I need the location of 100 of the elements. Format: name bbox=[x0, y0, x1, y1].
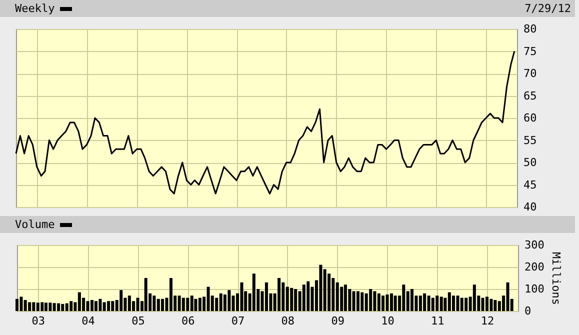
bar bbox=[156, 298, 160, 311]
bar bbox=[16, 298, 18, 311]
bar bbox=[423, 293, 426, 311]
y-tick-label: 100 bbox=[524, 282, 544, 296]
bar bbox=[252, 274, 256, 311]
bar bbox=[386, 294, 389, 311]
bar bbox=[290, 288, 294, 311]
bar bbox=[472, 284, 476, 311]
x-tick-label: 12 bbox=[480, 314, 494, 328]
bar bbox=[369, 289, 372, 311]
bar bbox=[111, 301, 114, 311]
bar bbox=[344, 284, 347, 311]
bar bbox=[394, 296, 397, 311]
bar bbox=[94, 301, 98, 311]
chart-title: Volume bbox=[15, 218, 55, 231]
bar bbox=[278, 278, 281, 311]
bar bbox=[152, 296, 156, 311]
bar bbox=[61, 304, 64, 311]
bar bbox=[40, 302, 44, 311]
bar bbox=[20, 296, 23, 311]
bar bbox=[402, 284, 406, 311]
y-tick-label: 75 bbox=[524, 44, 537, 58]
bar bbox=[86, 301, 90, 311]
bar bbox=[186, 298, 190, 311]
y-tick-label: 60 bbox=[524, 112, 537, 124]
bar bbox=[215, 298, 218, 311]
bar bbox=[373, 291, 376, 311]
bar bbox=[32, 302, 36, 311]
bar bbox=[390, 293, 393, 311]
x-tick-label: 09 bbox=[331, 314, 345, 328]
bar bbox=[464, 298, 468, 311]
y-tick-label: 300 bbox=[524, 238, 544, 252]
bar bbox=[107, 301, 110, 311]
x-tick-label: 11 bbox=[430, 314, 444, 328]
bar bbox=[102, 302, 106, 311]
bar bbox=[264, 282, 268, 311]
bar bbox=[302, 284, 306, 311]
bar bbox=[98, 298, 102, 311]
bar bbox=[24, 300, 27, 311]
bar bbox=[377, 293, 380, 311]
bar bbox=[36, 302, 40, 311]
bar bbox=[460, 298, 464, 311]
bar bbox=[190, 296, 194, 311]
bar bbox=[52, 303, 56, 311]
bar bbox=[178, 296, 181, 311]
bar bbox=[490, 298, 493, 311]
bar bbox=[219, 293, 222, 311]
bar bbox=[352, 291, 356, 311]
bar bbox=[194, 298, 198, 311]
bar bbox=[206, 286, 210, 311]
bar bbox=[90, 300, 94, 311]
bar bbox=[78, 292, 81, 311]
bar bbox=[198, 298, 202, 311]
y-tick-label: 50 bbox=[524, 156, 537, 169]
x-tick-label: 07 bbox=[231, 314, 245, 328]
bar bbox=[448, 292, 451, 311]
bar bbox=[440, 296, 443, 311]
bar bbox=[182, 298, 185, 311]
bar bbox=[452, 296, 456, 311]
bar bbox=[431, 298, 434, 311]
bar bbox=[44, 302, 48, 311]
bar bbox=[120, 290, 123, 311]
bar bbox=[506, 282, 510, 311]
x-tick-label: 06 bbox=[182, 314, 195, 328]
bar bbox=[485, 296, 488, 311]
bar bbox=[294, 289, 298, 311]
bar bbox=[410, 289, 414, 311]
bar bbox=[456, 296, 460, 311]
bar bbox=[418, 296, 422, 311]
y-tick-label: 65 bbox=[524, 89, 537, 102]
x-tick-label: 04 bbox=[82, 314, 96, 328]
bar bbox=[228, 290, 231, 311]
bar bbox=[161, 298, 164, 311]
x-tick-label: 03 bbox=[32, 314, 46, 328]
bar bbox=[48, 302, 52, 311]
y-tick-label: 70 bbox=[524, 67, 537, 80]
bar bbox=[57, 303, 60, 311]
bar bbox=[336, 282, 339, 311]
chart-title: Weekly bbox=[15, 2, 55, 15]
bar bbox=[144, 278, 148, 311]
text: 7/29/12 bbox=[524, 1, 571, 17]
bar bbox=[306, 281, 310, 311]
bar bbox=[360, 292, 364, 311]
y-tick-label: 80 bbox=[524, 22, 537, 36]
bar bbox=[169, 278, 172, 311]
bar bbox=[323, 269, 326, 311]
bar bbox=[364, 293, 368, 311]
y-tick-label: 55 bbox=[524, 134, 537, 147]
bar bbox=[240, 282, 244, 311]
bar bbox=[340, 286, 344, 311]
bar bbox=[427, 296, 430, 311]
bar bbox=[319, 264, 322, 311]
bar bbox=[282, 282, 285, 311]
y-tick-label: 200 bbox=[524, 260, 544, 274]
x-tick-label: 05 bbox=[132, 314, 145, 328]
bar bbox=[356, 291, 360, 311]
x-tick-label: 08 bbox=[281, 314, 295, 328]
bar bbox=[70, 301, 73, 311]
bar bbox=[128, 296, 131, 311]
y-tick-label: 0 bbox=[524, 304, 532, 318]
